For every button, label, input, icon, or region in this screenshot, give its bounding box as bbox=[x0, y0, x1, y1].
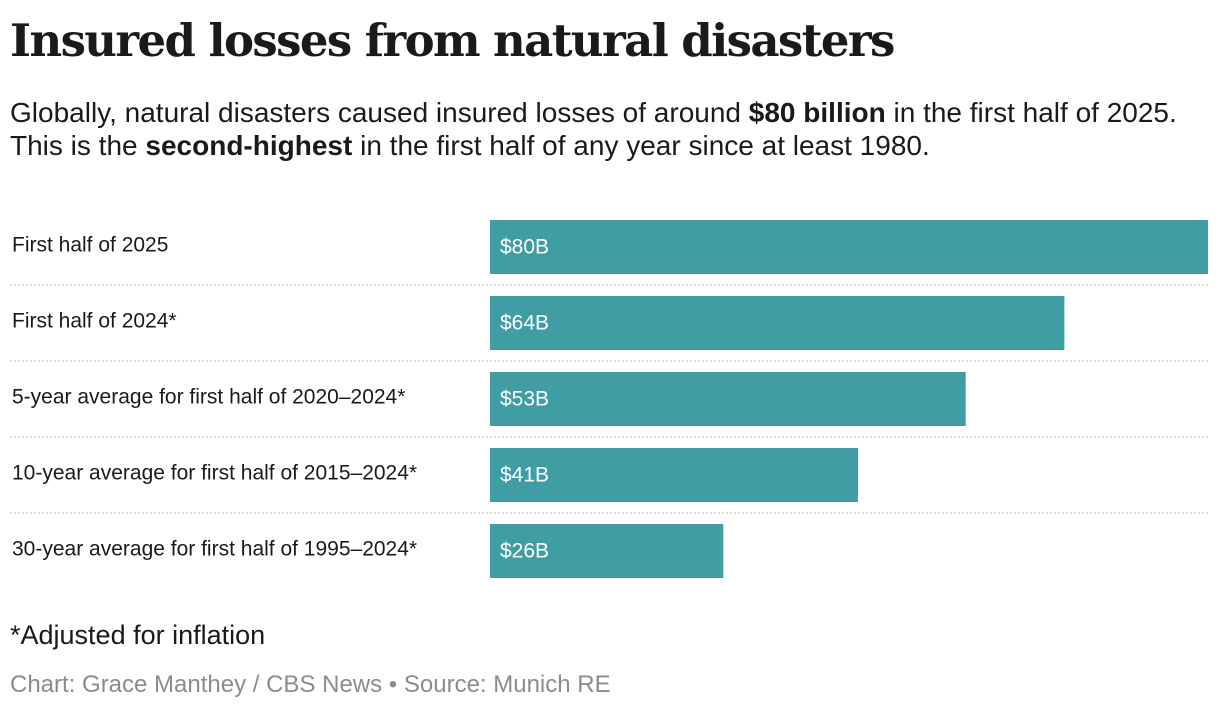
bar-value-label: $26B bbox=[500, 540, 549, 563]
bar-value-label: $41B bbox=[500, 464, 549, 487]
category-label: First half of 2025 bbox=[12, 234, 168, 257]
chart-title: Insured losses from natural disasters bbox=[10, 14, 895, 67]
bar bbox=[490, 296, 1065, 350]
bar-value-label: $53B bbox=[500, 388, 549, 411]
bar bbox=[490, 448, 858, 502]
subtitle-text: in the first half of 2025. This is the bbox=[10, 97, 1177, 161]
subtitle-text: Globally, natural disasters caused insur… bbox=[10, 97, 749, 128]
subtitle-highlight-rank: second-highest bbox=[145, 130, 353, 161]
bar bbox=[490, 372, 966, 426]
subtitle-highlight-amount: $80 billion bbox=[748, 97, 886, 128]
category-label: First half of 2024* bbox=[12, 310, 177, 333]
subtitle-text: in the first half of any year since at l… bbox=[352, 130, 930, 161]
bar bbox=[490, 524, 724, 578]
bar bbox=[490, 220, 1208, 274]
category-label: 30-year average for first half of 1995–2… bbox=[12, 538, 417, 561]
bar-value-label: $80B bbox=[500, 236, 549, 259]
chart-credits: Chart: Grace Manthey / CBS News • Source… bbox=[10, 671, 611, 698]
category-label: 5-year average for first half of 2020–20… bbox=[12, 386, 405, 409]
chart-subtitle: Globally, natural disasters caused insur… bbox=[10, 96, 1215, 162]
category-label: 10-year average for first half of 2015–2… bbox=[12, 462, 417, 485]
bar-value-label: $64B bbox=[500, 312, 549, 335]
bar-chart: First half of 2025 $80B First half of 2024… bbox=[10, 220, 1208, 578]
footnote: *Adjusted for inflation bbox=[10, 620, 266, 650]
